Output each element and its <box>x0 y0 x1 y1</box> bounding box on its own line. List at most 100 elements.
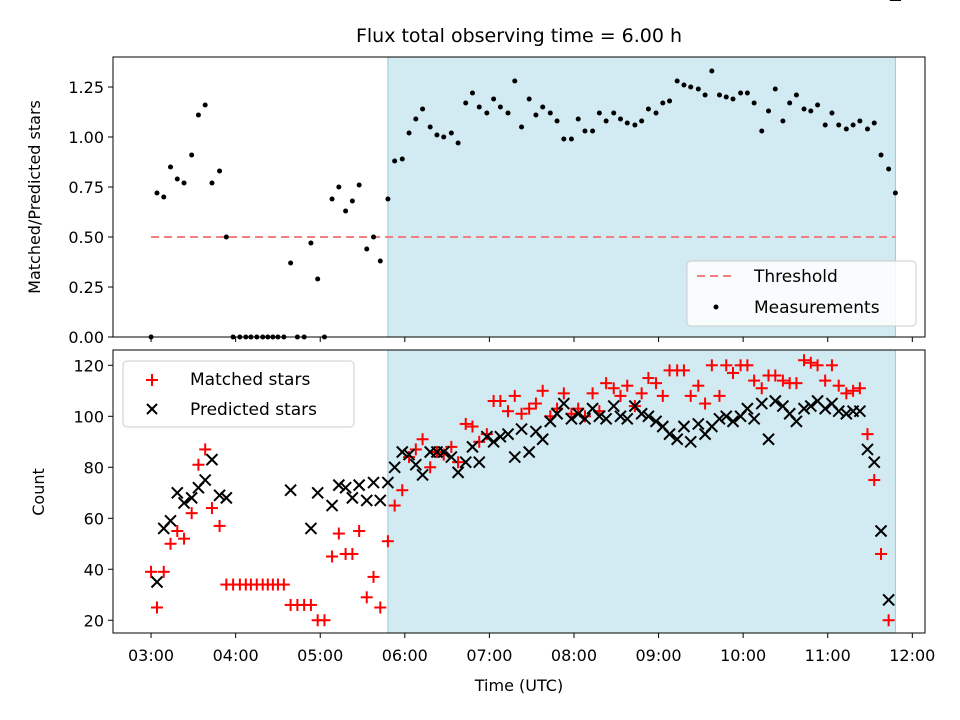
matched-star-point <box>374 601 387 614</box>
bottom-y-tick-label: 80 <box>84 458 104 477</box>
predicted-star-point <box>692 417 705 431</box>
legend-measurements-swatch <box>713 304 719 310</box>
measurement-point <box>793 92 799 98</box>
top-x-ticks <box>150 337 913 342</box>
matched-star-point <box>164 537 177 550</box>
matched-star-point <box>621 379 634 392</box>
bottom-x-tick-label: 12:00 <box>889 646 935 665</box>
measurement-point <box>590 128 596 134</box>
predicted-star-point <box>882 593 895 607</box>
matched-star-point <box>304 598 317 611</box>
measurement-point <box>217 168 223 174</box>
matched-star-point <box>847 384 860 397</box>
bottom-y-axis-label: Count <box>29 468 48 516</box>
predicted-star-point <box>185 491 198 505</box>
predicted-star-point <box>487 435 500 448</box>
matched-star-point <box>332 527 345 540</box>
measurement-point <box>547 110 553 116</box>
predicted-star-point <box>853 404 867 418</box>
measurement-point <box>568 136 574 142</box>
predicted-star-point <box>726 415 740 428</box>
measurement-point <box>688 84 694 90</box>
measurement-point <box>174 176 180 182</box>
predicted-star-point <box>311 486 324 499</box>
measurement-point <box>766 108 772 114</box>
measurement-point <box>596 110 602 116</box>
measurement-point <box>780 118 786 124</box>
measurement-point <box>624 120 630 126</box>
measurement-point <box>168 164 174 170</box>
bottom-legend: Matched stars Predicted stars <box>122 360 355 428</box>
bottom-x-tick-label: 04:00 <box>213 646 259 665</box>
matched-star-point <box>381 535 394 548</box>
predicted-star-point <box>599 412 613 426</box>
measurement-point <box>202 102 208 108</box>
matched-star-point <box>804 356 817 369</box>
matched-star-point <box>502 405 515 418</box>
matched-star-point <box>614 389 627 402</box>
measurement-points <box>148 68 898 340</box>
matched-star-point <box>692 379 705 392</box>
predicted-star-point <box>198 473 212 487</box>
matched-star-point <box>424 461 437 474</box>
predicted-star-point <box>501 427 515 441</box>
predicted-star-point <box>797 402 811 415</box>
bottom-y-tick-label: 120 <box>73 356 104 375</box>
measurement-point <box>702 92 708 98</box>
predicted-star-point <box>367 476 380 489</box>
measurement-point <box>195 112 201 118</box>
predicted-star-point <box>868 455 881 469</box>
measurement-point <box>448 130 454 136</box>
predicted-star-point <box>352 478 366 492</box>
measurement-point <box>667 98 673 104</box>
measurement-point <box>385 196 391 202</box>
measurement-point <box>343 208 349 214</box>
measurement-point <box>392 158 398 164</box>
matched-star-point <box>720 359 733 372</box>
predicted-star-point <box>790 415 803 428</box>
predicted-star-point <box>635 407 648 420</box>
measurement-point <box>603 118 609 124</box>
matched-star-point <box>798 354 811 367</box>
measurement-point <box>645 106 651 112</box>
predicted-star-point <box>177 496 191 510</box>
measurement-point <box>738 90 744 96</box>
measurement-point <box>681 82 687 88</box>
top-axes-frame <box>112 56 926 338</box>
predicted-star-point <box>818 402 832 415</box>
predicted-star-point <box>171 486 184 499</box>
measurement-point <box>463 100 469 106</box>
predicted-star-point <box>804 399 818 413</box>
predicted-star-point <box>459 455 472 469</box>
measurement-point <box>632 122 638 128</box>
measurement-point <box>356 182 362 188</box>
predicted-star-point <box>649 415 663 428</box>
predicted-star-point <box>755 397 768 410</box>
predicted-star-point <box>205 453 219 466</box>
predicted-star-point <box>332 478 346 492</box>
measurement-point <box>540 104 546 110</box>
top-y-tick-label: 0.25 <box>68 278 104 297</box>
matched-star-point <box>277 578 290 591</box>
top-y-ticks: 0.00 0.25 0.50 0.75 1.00 1.25 <box>68 78 113 347</box>
bottom-x-tick-label: 07:00 <box>466 646 512 665</box>
matched-star-point <box>677 364 690 377</box>
measurement-point <box>315 276 321 282</box>
measurement-point <box>420 106 426 112</box>
predicted-star-point <box>720 410 733 423</box>
measurement-point <box>223 234 229 240</box>
predicted-star-point <box>150 575 164 589</box>
predicted-star-point <box>346 491 359 505</box>
bottom-x-tick-label: 08:00 <box>551 646 597 665</box>
matched-star-point <box>656 389 669 402</box>
measurement-point <box>189 152 195 158</box>
predicted-star-point <box>402 448 416 461</box>
measurement-point <box>512 78 518 84</box>
measurement-point <box>519 124 525 130</box>
matched-star-point <box>353 525 366 538</box>
matched-star-point <box>819 374 832 387</box>
bottom-x-tick-label: 10:00 <box>720 646 766 665</box>
measurement-point <box>639 118 645 124</box>
matched-star-point <box>840 387 853 400</box>
